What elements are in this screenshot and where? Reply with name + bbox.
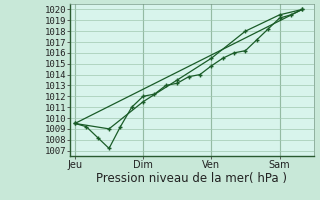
X-axis label: Pression niveau de la mer( hPa ): Pression niveau de la mer( hPa ) — [97, 172, 287, 185]
